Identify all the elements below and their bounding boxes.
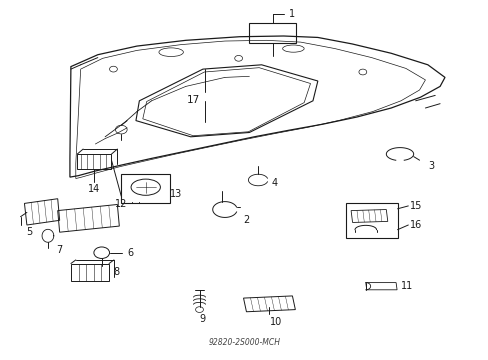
Text: 3: 3 bbox=[427, 161, 433, 171]
Text: 10: 10 bbox=[269, 317, 282, 327]
Text: 2: 2 bbox=[243, 215, 249, 225]
Text: 6: 6 bbox=[127, 248, 133, 258]
Text: 14: 14 bbox=[88, 184, 101, 194]
Bar bbox=[346, 203, 397, 238]
Text: 15: 15 bbox=[409, 201, 421, 211]
Text: 9: 9 bbox=[200, 314, 205, 324]
Bar bbox=[249, 23, 295, 43]
Text: 12: 12 bbox=[115, 199, 127, 209]
Text: 7: 7 bbox=[56, 245, 62, 255]
Text: 16: 16 bbox=[409, 220, 421, 230]
Text: 13: 13 bbox=[170, 189, 182, 199]
Text: 1: 1 bbox=[288, 9, 294, 19]
Text: 4: 4 bbox=[271, 178, 277, 188]
Bar bbox=[71, 264, 109, 281]
Text: 17: 17 bbox=[186, 95, 200, 105]
Bar bbox=[121, 174, 170, 203]
Text: 8: 8 bbox=[113, 267, 120, 277]
Text: 5: 5 bbox=[26, 227, 32, 237]
Text: 11: 11 bbox=[400, 281, 412, 291]
Text: 92820-2S000-MCH: 92820-2S000-MCH bbox=[208, 338, 280, 347]
